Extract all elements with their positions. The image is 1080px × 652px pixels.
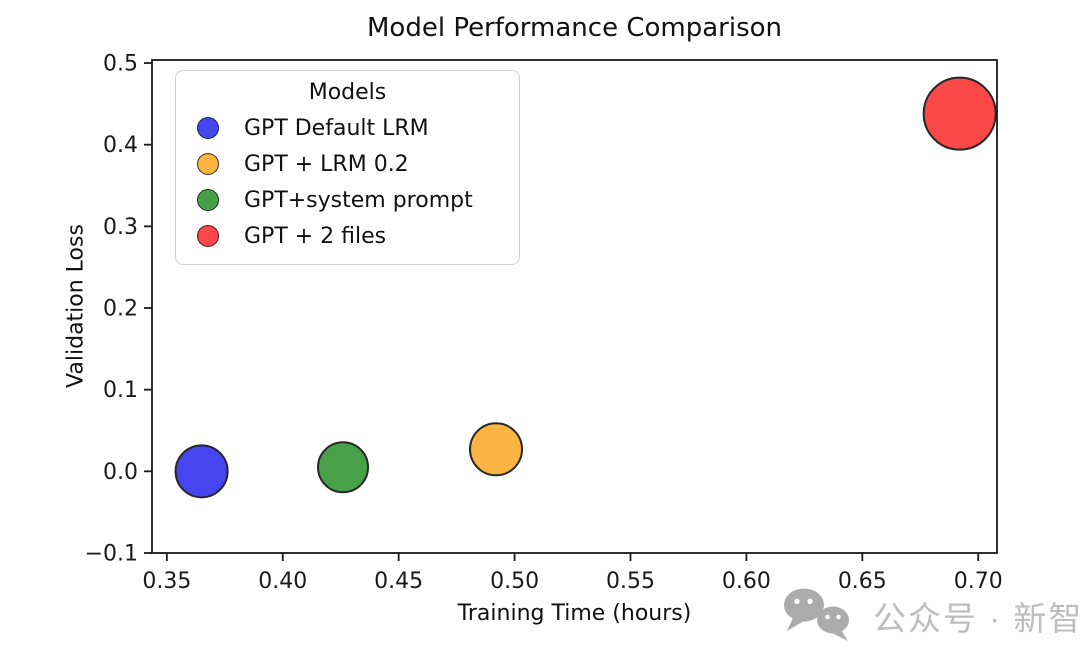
legend-items: GPT Default LRM GPT + LRM 0.2 GPT+system p… — [176, 110, 519, 254]
axes-frame — [151, 59, 998, 554]
data-point-gpt-lrm-0-2 — [469, 422, 524, 477]
x-tick-label: 0.35 — [142, 569, 191, 594]
chart-title: Model Performance Comparison — [366, 13, 783, 43]
x-tick-label: 0.45 — [374, 569, 423, 594]
legend: Models GPT Default LRM GPT + LRM 0.2 GPT+s… — [175, 70, 520, 265]
x-axis-label: Training Time (hours) — [457, 601, 692, 626]
legend-item-label: GPT + LRM 0.2 — [244, 151, 409, 177]
legend-item-label: GPT + 2 files — [244, 223, 387, 249]
y-tick-label: 0.1 — [103, 378, 138, 403]
x-tick-label: 0.40 — [258, 569, 307, 594]
legend-item-label: GPT+system prompt — [244, 187, 473, 213]
watermark: 公众号 · 新智元 — [779, 585, 1080, 647]
data-point-gpt-system-prompt — [317, 441, 370, 494]
y-tick-label: 0.5 — [103, 52, 138, 77]
wechat-icon — [779, 585, 859, 647]
legend-item: GPT Default LRM — [176, 110, 519, 146]
legend-item: GPT + 2 files — [176, 218, 519, 254]
y-tick-label: 0.2 — [103, 297, 138, 322]
legend-item: GPT + LRM 0.2 — [176, 146, 519, 182]
legend-title: Models — [308, 80, 387, 105]
legend-swatch-icon — [197, 117, 219, 139]
y-axis-label: Validation Loss — [63, 224, 89, 388]
y-tick-label: 0.0 — [103, 460, 138, 485]
legend-swatch-icon — [197, 225, 219, 247]
data-point-gpt-2-files — [922, 76, 997, 151]
y-tick-label: 0.3 — [103, 215, 138, 240]
y-tick-label: 0.4 — [103, 133, 138, 158]
x-tick-label: 0.50 — [490, 569, 539, 594]
legend-item: GPT+system prompt — [176, 182, 519, 218]
y-tick-label: −0.1 — [85, 542, 138, 567]
x-tick-label: 0.60 — [722, 569, 771, 594]
data-point-gpt-default-lrm — [174, 444, 229, 499]
x-tick-label: 0.55 — [606, 569, 655, 594]
legend-item-label: GPT Default LRM — [244, 115, 429, 141]
legend-swatch-icon — [197, 153, 219, 175]
legend-swatch-icon — [197, 189, 219, 211]
watermark-text: 公众号 · 新智元 — [873, 600, 1080, 637]
x-tick-label: 0.65 — [838, 569, 887, 594]
x-tick-label: 0.70 — [954, 569, 1003, 594]
